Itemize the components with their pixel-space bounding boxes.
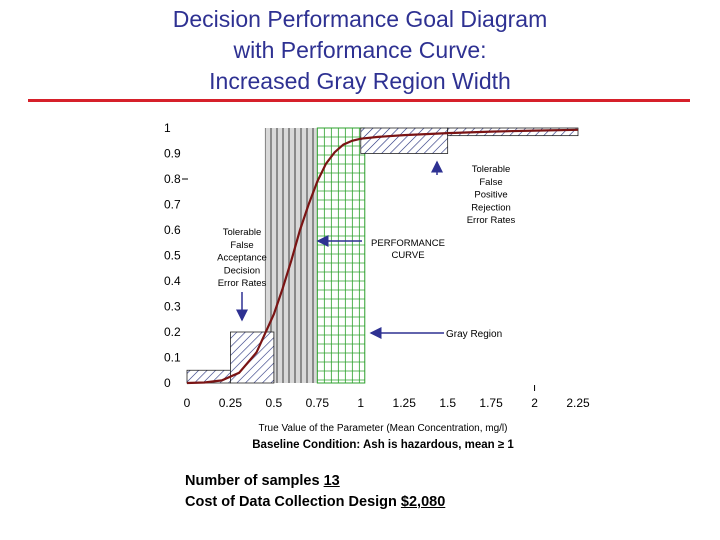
x-tick-label: 1.5: [439, 396, 456, 410]
x-tick-label: 0: [184, 396, 191, 410]
y-tick-label: 0.3: [164, 300, 181, 314]
false-acceptance-label-line: Tolerable: [223, 227, 262, 238]
false-acceptance-label-line: False: [230, 240, 253, 251]
samples-label: Number of samples: [185, 473, 324, 489]
x-tick-label: 0.25: [219, 396, 243, 410]
x-tick-label: 0.5: [266, 396, 283, 410]
title-divider: [28, 99, 690, 102]
cost-label: Cost of Data Collection Design: [185, 494, 401, 510]
x-tick-label: 1: [357, 396, 364, 410]
title-line-1: Decision Performance Goal Diagram: [172, 6, 548, 32]
x-tick-label: 1.25: [393, 396, 417, 410]
y-tick-label: 0.9: [164, 147, 181, 161]
title-line-2: with Performance Curve:: [233, 37, 487, 63]
x-tick-label: 2: [531, 396, 538, 410]
x-tick-label: 0.75: [306, 396, 330, 410]
performance-curve-label-line: CURVE: [391, 250, 424, 261]
y-tick-label: 0: [164, 376, 171, 390]
y-tick-label: 0.1: [164, 351, 181, 365]
chart-title: Decision Performance Goal Diagram with P…: [0, 4, 720, 97]
false-acceptance-label-line: Decision: [224, 265, 260, 276]
false-positive-label-line: Positive: [474, 190, 507, 201]
cost-value: $2,080: [400, 494, 446, 510]
y-tick-label: 0.5: [164, 249, 181, 263]
y-tick-label: 0.4: [164, 274, 181, 288]
cost-line: Cost of Data Collection Design $2,080: [185, 494, 605, 510]
x-axis-label: True Value of the Parameter (Mean Concen…: [258, 423, 507, 434]
false-positive-label-line: False: [479, 177, 502, 188]
y-tick-label: 0.6: [164, 223, 181, 237]
y-tick-label: 0.2: [164, 325, 181, 339]
performance-curve-line: [186, 128, 579, 385]
x-tick-label: 1.75: [479, 396, 503, 410]
y-tick-label: 1: [164, 121, 171, 135]
y-tick-label: 0.7: [164, 198, 181, 212]
x-tick-label: 2.25: [566, 396, 590, 410]
baseline-condition: Baseline Condition: Ash is hazardous, me…: [252, 439, 514, 451]
title-line-3: Increased Gray Region Width: [209, 68, 511, 94]
samples-value: 13: [323, 473, 340, 489]
gray-region-label: Gray Region: [446, 329, 502, 340]
gray-region-grid-band: [316, 127, 366, 384]
false-acceptance-label-line: Error Rates: [218, 278, 267, 289]
performance-curve-label-line: PERFORMANCE: [371, 238, 445, 249]
samples-line: Number of samples 13: [185, 473, 605, 489]
false-acceptance-label-line: Acceptance: [217, 253, 267, 264]
false-positive-label-line: Rejection: [471, 202, 511, 213]
false-positive-label-line: Tolerable: [472, 164, 511, 175]
y-tick-label: 0.8: [164, 172, 181, 186]
false-positive-region: [360, 127, 449, 154]
false-positive-label-line: Error Rates: [467, 215, 516, 226]
